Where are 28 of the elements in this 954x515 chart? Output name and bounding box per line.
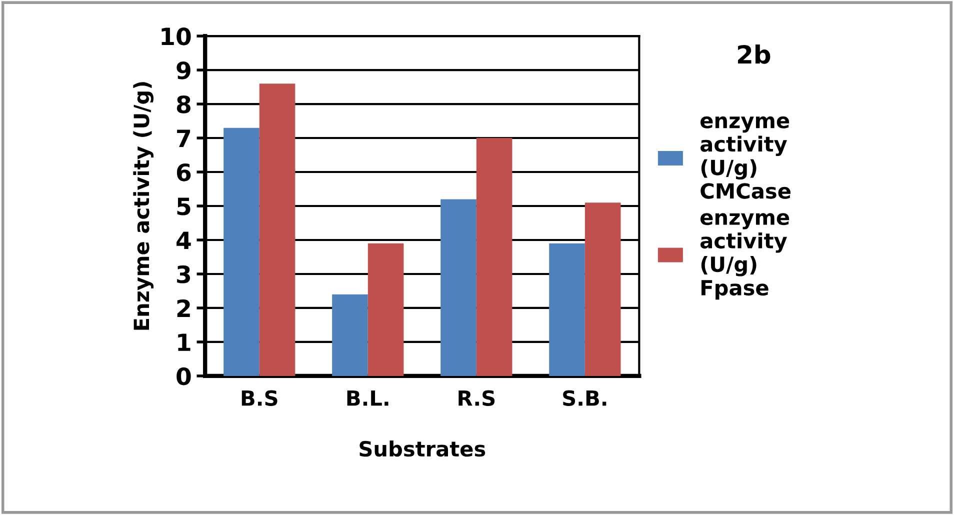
text: 2b: [738, 44, 770, 64]
bar: [476, 138, 512, 376]
legend-label: enzyme activity (U/g) Fpase: [700, 213, 790, 300]
x-tick-label: S.B.: [563, 390, 606, 406]
y-tick-label: 9: [176, 62, 190, 80]
y-tick-label: 8: [176, 95, 190, 114]
y-tick-label: 5: [177, 198, 190, 216]
y-tick-label: 3: [177, 265, 190, 284]
x-tick-label: B.S: [242, 390, 278, 406]
y-tick-label: 7: [177, 130, 190, 147]
y-tick-label: 6: [176, 163, 191, 182]
y-tick-label: 2: [177, 299, 190, 317]
bar: [368, 243, 404, 376]
x-tick-label: R.S: [458, 390, 495, 406]
bar: [549, 243, 585, 376]
x-tick-label: B.L.: [347, 390, 388, 406]
y-tick-label: 10: [162, 27, 191, 46]
y-tick-label: 4: [176, 232, 191, 249]
bar: [440, 199, 476, 376]
bar: [332, 294, 368, 376]
x-axis-title: Substrates: [360, 440, 486, 457]
bar: [224, 128, 260, 376]
y-tick-label: 1: [178, 334, 190, 351]
bar: [584, 202, 621, 376]
y-axis-title: Enzyme activity (U/g): [133, 82, 154, 330]
y-tick-label: 0: [176, 367, 191, 386]
bar: [259, 84, 296, 376]
legend-label: enzyme activity (U/g) CMCase: [700, 116, 790, 199]
